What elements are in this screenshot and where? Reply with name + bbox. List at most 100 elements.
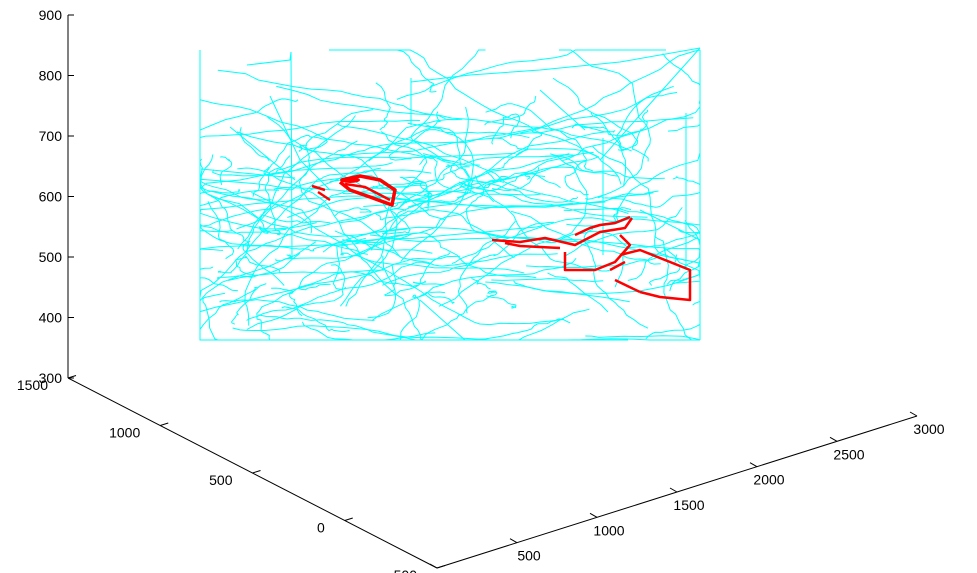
network-trace — [382, 176, 430, 235]
highlight-trace — [614, 278, 641, 294]
network-trace — [200, 168, 296, 179]
network-trace — [236, 118, 463, 230]
network-trace — [214, 197, 317, 234]
network-trace — [654, 235, 700, 341]
network-trace — [246, 264, 346, 331]
network-trace — [666, 271, 701, 285]
network-trace — [645, 300, 701, 340]
network-trace — [207, 201, 235, 260]
network-trace — [571, 124, 616, 133]
network-trace — [199, 228, 233, 285]
network-trace — [340, 201, 408, 307]
network-trace — [199, 50, 452, 162]
x-tick-label: 1000 — [593, 522, 624, 538]
x-tick — [829, 436, 838, 442]
network-trace — [342, 184, 428, 195]
network-trace — [246, 261, 433, 321]
network-trace — [236, 131, 433, 206]
network-trace — [559, 49, 651, 200]
network-trace — [451, 220, 516, 265]
red-highlight-lines — [311, 174, 692, 302]
y-tick — [67, 375, 77, 379]
network-trace — [459, 151, 594, 203]
ticks: 300400500600700800900-500050010001500050… — [17, 7, 945, 573]
x-tick-label: 2500 — [833, 446, 864, 462]
network-trace — [597, 190, 659, 199]
network-trace — [339, 49, 701, 157]
network-trace — [539, 89, 586, 131]
network-trace — [217, 69, 446, 120]
network-trace — [217, 115, 356, 274]
network-trace — [334, 230, 433, 254]
network-trace — [485, 103, 593, 172]
network-trace — [371, 257, 577, 322]
network-trace — [400, 122, 475, 262]
network-trace — [639, 209, 701, 241]
highlight-trace — [504, 241, 561, 250]
network-trace — [242, 240, 285, 286]
network-trace — [493, 221, 555, 257]
network-trace — [662, 53, 701, 132]
network-trace — [485, 281, 630, 303]
network-trace — [445, 154, 574, 167]
highlight-trace — [619, 248, 692, 302]
network-trace — [438, 153, 588, 307]
x-tick-label: 2000 — [753, 472, 784, 488]
y-tick-label: 1500 — [17, 377, 48, 393]
z-tick-label: 800 — [39, 68, 63, 84]
network-trace — [211, 85, 674, 177]
highlight-trace — [491, 217, 634, 247]
x-tick-label: 500 — [517, 548, 541, 564]
network-trace — [256, 269, 384, 341]
highlight-trace — [317, 190, 331, 202]
network-trace — [199, 158, 250, 245]
network-trace — [199, 241, 317, 341]
network-trace — [427, 292, 455, 304]
x-tick-label: 1500 — [673, 497, 704, 513]
y-tick — [160, 422, 169, 426]
network-trace — [564, 160, 589, 196]
network-trace — [217, 253, 301, 280]
network-trace — [490, 137, 622, 185]
network-trace — [219, 156, 233, 186]
network-trace — [219, 299, 375, 321]
network-trace — [336, 123, 629, 214]
z-tick-label: 400 — [39, 310, 63, 326]
network-trace — [252, 134, 329, 197]
network-trace — [246, 51, 293, 259]
network-trace — [407, 153, 474, 208]
network-trace — [251, 191, 565, 326]
network-trace — [471, 277, 491, 290]
network-trace — [232, 325, 693, 341]
network-trace — [574, 109, 649, 137]
network-trace — [678, 229, 701, 269]
network-trace — [229, 126, 296, 181]
network-trace — [484, 95, 537, 126]
y-tick-label: -500 — [389, 567, 417, 573]
network-trace — [465, 175, 509, 237]
network-trace — [322, 153, 570, 253]
network-trace — [488, 230, 629, 288]
network-trace — [410, 47, 701, 83]
network-trace — [329, 49, 437, 93]
network-trace — [627, 236, 698, 281]
cyan-network-lines — [199, 47, 701, 341]
z-tick-label: 500 — [39, 249, 63, 265]
network-trace — [237, 109, 374, 250]
network-trace — [446, 164, 579, 203]
network-trace — [276, 85, 632, 152]
network-trace — [669, 219, 701, 292]
network-trace — [200, 318, 571, 341]
network-trace — [410, 290, 498, 341]
network-trace — [362, 180, 432, 196]
network-trace — [271, 287, 303, 317]
network-trace — [199, 286, 258, 340]
y-tick — [344, 517, 353, 521]
z-tick-label: 600 — [39, 189, 63, 205]
network-trace — [199, 208, 270, 243]
network-trace — [599, 47, 701, 161]
network-trace — [583, 228, 649, 329]
network-trace — [199, 266, 214, 300]
network-trace — [486, 295, 517, 309]
